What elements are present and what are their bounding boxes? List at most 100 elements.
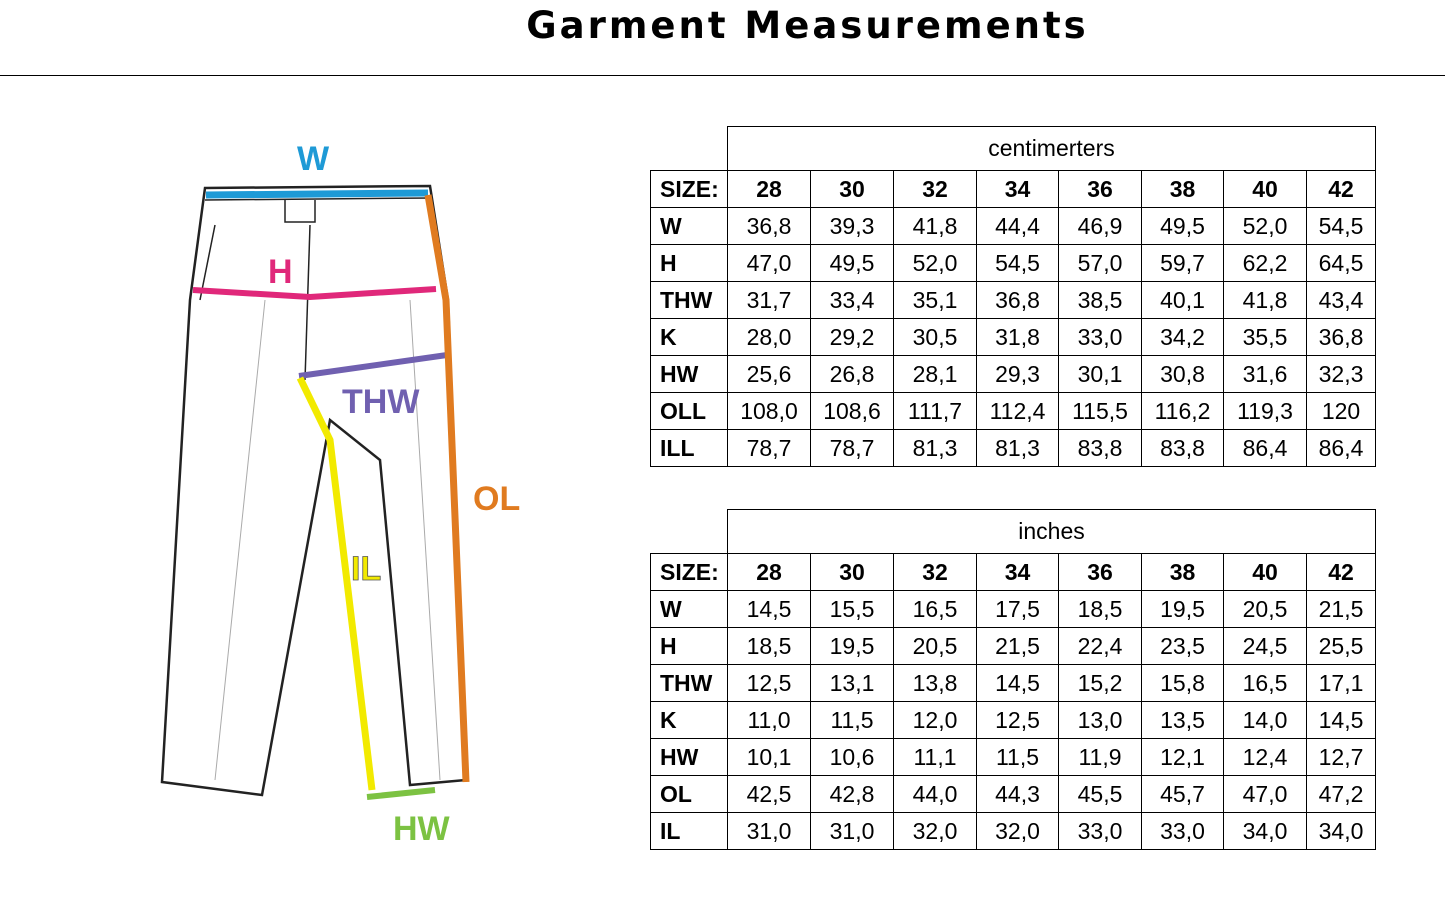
table-row: ILL 78,7 78,7 81,3 81,3 83,8 83,8 86,4 86,4: [650, 429, 1376, 467]
measurement-cell: 29,2: [810, 318, 894, 356]
measurement-cell: 20,5: [893, 627, 977, 665]
measurement-cell: 36,8: [1306, 318, 1376, 356]
measurement-cell: 44,4: [976, 207, 1059, 245]
measurement-cell: 33,4: [810, 281, 894, 319]
measurement-cell: 81,3: [976, 429, 1059, 467]
measurement-cell: 28,1: [893, 355, 977, 393]
measurement-cell: 13,5: [1141, 701, 1224, 739]
corner-cell: [651, 510, 728, 554]
measurement-cell: 78,7: [727, 429, 811, 467]
title-divider: [0, 75, 1445, 76]
measurement-cell: 20,5: [1223, 590, 1307, 628]
measurement-cell: 38,5: [1058, 281, 1142, 319]
measurement-cell: 35,1: [893, 281, 977, 319]
measurement-cell: 41,8: [893, 207, 977, 245]
table-row: K 28,0 29,2 30,5 31,8 33,0 34,2 35,5 36,8: [650, 318, 1376, 356]
measurement-cell: 81,3: [893, 429, 977, 467]
measurement-cell: 49,5: [810, 244, 894, 282]
row-label: W: [650, 590, 728, 628]
row-label: HW: [650, 738, 728, 776]
measurement-cell: 83,8: [1058, 429, 1142, 467]
label-il: IL: [351, 550, 381, 588]
row-label: K: [650, 318, 728, 356]
table-row: IL 31,0 31,0 32,0 32,0 33,0 33,0 34,0 34,0: [650, 812, 1376, 850]
measurement-cell: 108,0: [727, 392, 811, 430]
measurement-cell: 21,5: [1306, 590, 1376, 628]
measurement-cell: 16,5: [893, 590, 977, 628]
measurement-cell: 34,0: [1306, 812, 1376, 850]
size-header: 40: [1223, 170, 1307, 208]
measurement-cell: 36,8: [976, 281, 1059, 319]
measurement-cell: 32,0: [976, 812, 1059, 850]
label-hw: HW: [393, 810, 451, 848]
measurement-cell: 31,6: [1223, 355, 1307, 393]
measurement-cell: 19,5: [810, 627, 894, 665]
measurement-cell: 39,3: [810, 207, 894, 245]
thigh-width-line: [298, 352, 448, 379]
measurement-cell: 52,0: [893, 244, 977, 282]
measurement-cell: 12,5: [727, 664, 811, 702]
row-label: OLL: [650, 392, 728, 430]
inseam-line: [296, 376, 376, 791]
size-header: 32: [893, 170, 977, 208]
size-header: 30: [810, 553, 894, 591]
hem-width-line: [366, 787, 436, 800]
measurement-cell: 12,5: [976, 701, 1059, 739]
table-row: HW 25,6 26,8 28,1 29,3 30,1 30,8 31,6 32,3: [650, 355, 1376, 393]
outseam-line: [424, 194, 470, 783]
measurement-cell: 116,2: [1141, 392, 1224, 430]
measurement-cell: 42,5: [727, 775, 811, 813]
measurement-cell: 12,0: [893, 701, 977, 739]
measurement-cell: 46,9: [1058, 207, 1142, 245]
table-row: K 11,0 11,5 12,0 12,5 13,0 13,5 14,0 14,5: [650, 701, 1376, 739]
measurement-cell: 10,1: [727, 738, 811, 776]
measurement-cell: 30,8: [1141, 355, 1224, 393]
table-row: THW 31,7 33,4 35,1 36,8 38,5 40,1 41,8 43,4: [650, 281, 1376, 319]
measurement-cell: 30,1: [1058, 355, 1142, 393]
size-header: 30: [810, 170, 894, 208]
pants-diagram: W H THW OL IL HW: [160, 140, 520, 848]
measurement-cell: 108,6: [810, 392, 894, 430]
measurement-cell: 47,0: [1223, 775, 1307, 813]
measurement-cell: 34,2: [1141, 318, 1224, 356]
measurement-cell: 12,1: [1141, 738, 1224, 776]
measurement-cell: 43,4: [1306, 281, 1376, 319]
row-label: OL: [650, 775, 728, 813]
measurement-cell: 59,7: [1141, 244, 1224, 282]
measurement-cell: 62,2: [1223, 244, 1307, 282]
measurement-cell: 14,5: [1306, 701, 1376, 739]
table-row: H 18,5 19,5 20,5 21,5 22,4 23,5 24,5 25,5: [650, 627, 1376, 665]
measurement-cell: 14,5: [976, 664, 1059, 702]
measurement-cell: 11,1: [893, 738, 977, 776]
measurement-cell: 14,0: [1223, 701, 1307, 739]
measurement-cell: 45,5: [1058, 775, 1142, 813]
measurement-cell: 17,1: [1306, 664, 1376, 702]
row-label: ILL: [650, 429, 728, 467]
size-header: 28: [727, 170, 811, 208]
measurement-cell: 32,0: [893, 812, 977, 850]
measurement-cell: 33,0: [1141, 812, 1224, 850]
measurement-cell: 42,8: [810, 775, 894, 813]
size-label: SIZE:: [650, 553, 728, 591]
measurement-cell: 44,0: [893, 775, 977, 813]
size-header: 42: [1306, 170, 1376, 208]
measurement-cell: 49,5: [1141, 207, 1224, 245]
measurement-cell: 47,2: [1306, 775, 1376, 813]
measurement-cell: 18,5: [1058, 590, 1142, 628]
measurement-cell: 23,5: [1141, 627, 1224, 665]
measurement-cell: 54,5: [1306, 207, 1376, 245]
centimeters-table: centimerters SIZE: 28 30 32 34 36 38 40 42 W 36,8 39…: [650, 126, 1376, 467]
table-row: OLL 108,0 108,6 111,7 112,4 115,5 116,2 119,3 12…: [650, 392, 1376, 430]
measurement-cell: 13,1: [810, 664, 894, 702]
measurement-cell: 13,0: [1058, 701, 1142, 739]
row-label: W: [650, 207, 728, 245]
inches-table: inches SIZE: 28 30 32 34 36 38 40 42 W 14,5 15,5 16,5…: [650, 509, 1376, 850]
size-header: 42: [1306, 553, 1376, 591]
table-row: W 36,8 39,3 41,8 44,4 46,9 49,5 52,0 54,5: [650, 207, 1376, 245]
measurement-cell: 14,5: [727, 590, 811, 628]
label-ol: OL: [473, 480, 520, 518]
row-label: H: [650, 244, 728, 282]
measurement-cell: 36,8: [727, 207, 811, 245]
measurement-cell: 83,8: [1141, 429, 1224, 467]
row-label: THW: [650, 281, 728, 319]
